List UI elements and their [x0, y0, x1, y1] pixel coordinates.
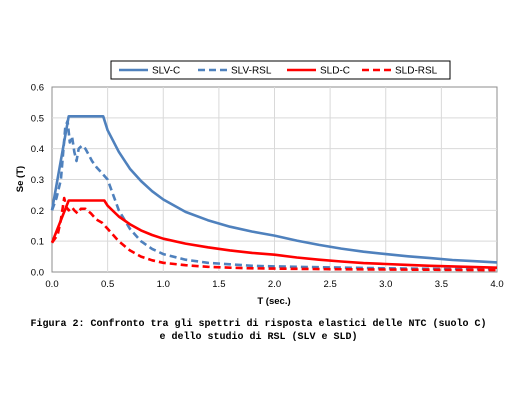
x-tick-label: 3.5	[435, 279, 448, 290]
chart: 0.0 0.5 1.0 1.5 2.0 2.5 3.0 3.5 4.0 0.0 0.1 0.2 0.3…	[15, 60, 504, 307]
series-line-sld-rsl	[50, 196, 498, 272]
y-axis-ticks: 0.0 0.1 0.2 0.3 0.4 0.5 0.6	[31, 83, 44, 279]
x-tick-label: 2.5	[324, 279, 337, 290]
y-tick-label: 0.5	[31, 113, 44, 124]
y-tick-label: 0.0	[31, 268, 44, 279]
series-line-slv-c	[50, 115, 498, 264]
caption-line-2: e dello studio di RSL (SLV e SLD)	[159, 332, 358, 343]
legend-label-slv-rsl: SLV-RSL	[231, 66, 272, 77]
legend-label-sld-c: SLD-C	[320, 66, 350, 77]
series-line-sld-c	[50, 199, 498, 269]
figure-caption: Figura 2: Confronto tra gli spettri di r…	[0, 318, 517, 344]
legend-label-sld-rsl: SLD-RSL	[395, 66, 438, 77]
x-tick-label: 0.0	[45, 279, 58, 290]
y-tick-label: 0.1	[31, 237, 44, 248]
legend-label-slv-c: SLV-C	[152, 66, 180, 77]
legend: SLV-C SLV-RSL SLD-C SLD-RSL	[110, 60, 451, 80]
y-tick-label: 0.4	[31, 144, 44, 155]
y-tick-label: 0.6	[31, 83, 44, 94]
series-group	[50, 115, 498, 272]
legend-box	[110, 60, 451, 80]
x-tick-label: 4.0	[490, 279, 503, 290]
x-tick-label: 3.0	[379, 279, 392, 290]
x-tick-label: 1.5	[212, 279, 225, 290]
x-axis-label: T (sec.)	[257, 296, 290, 307]
y-tick-label: 0.3	[31, 175, 44, 186]
x-tick-label: 2.0	[268, 279, 281, 290]
x-axis-ticks: 0.0 0.5 1.0 1.5 2.0 2.5 3.0 3.5 4.0	[45, 279, 503, 290]
y-tick-label: 0.2	[31, 206, 44, 217]
gridlines	[52, 87, 497, 272]
series-line-slv-rsl	[50, 119, 498, 271]
x-tick-label: 0.5	[101, 279, 114, 290]
y-axis-label: Se (T)	[15, 166, 26, 192]
caption-line-1: Figura 2: Confronto tra gli spettri di r…	[30, 319, 487, 330]
x-tick-label: 1.0	[157, 279, 170, 290]
